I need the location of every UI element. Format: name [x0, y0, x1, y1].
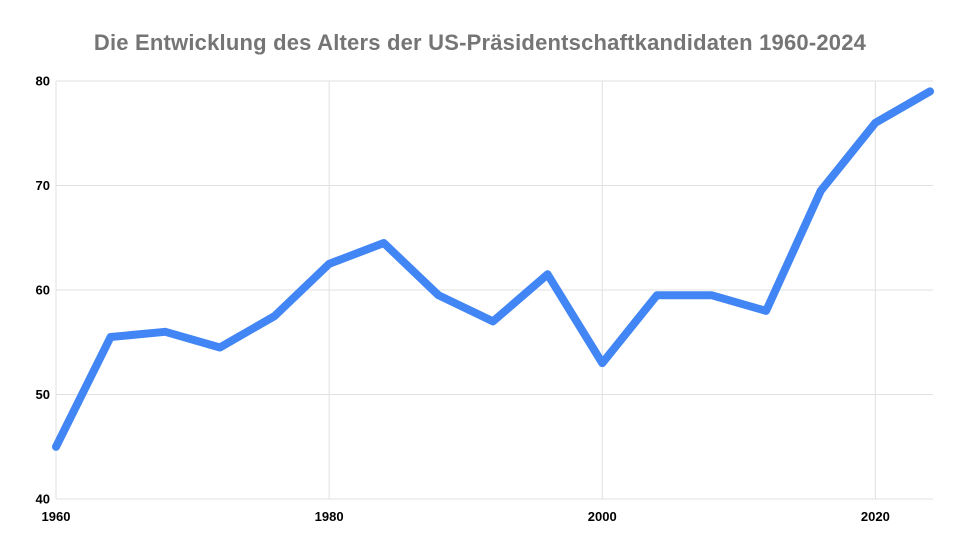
chart-title: Die Entwicklung des Alters der US-Präsid… [93, 30, 867, 55]
x-tick-label: 2020 [861, 509, 890, 524]
x-tick-label: 1980 [315, 509, 344, 524]
y-tick-label: 80 [36, 74, 50, 89]
x-tick-label: 2000 [588, 509, 617, 524]
y-tick-label: 50 [36, 387, 50, 402]
y-tick-label: 60 [36, 283, 50, 298]
y-tick-label: 70 [36, 178, 50, 193]
x-tick-label: 1960 [42, 509, 71, 524]
y-tick-label: 40 [36, 492, 50, 507]
age-trend-line [52, 87, 934, 451]
